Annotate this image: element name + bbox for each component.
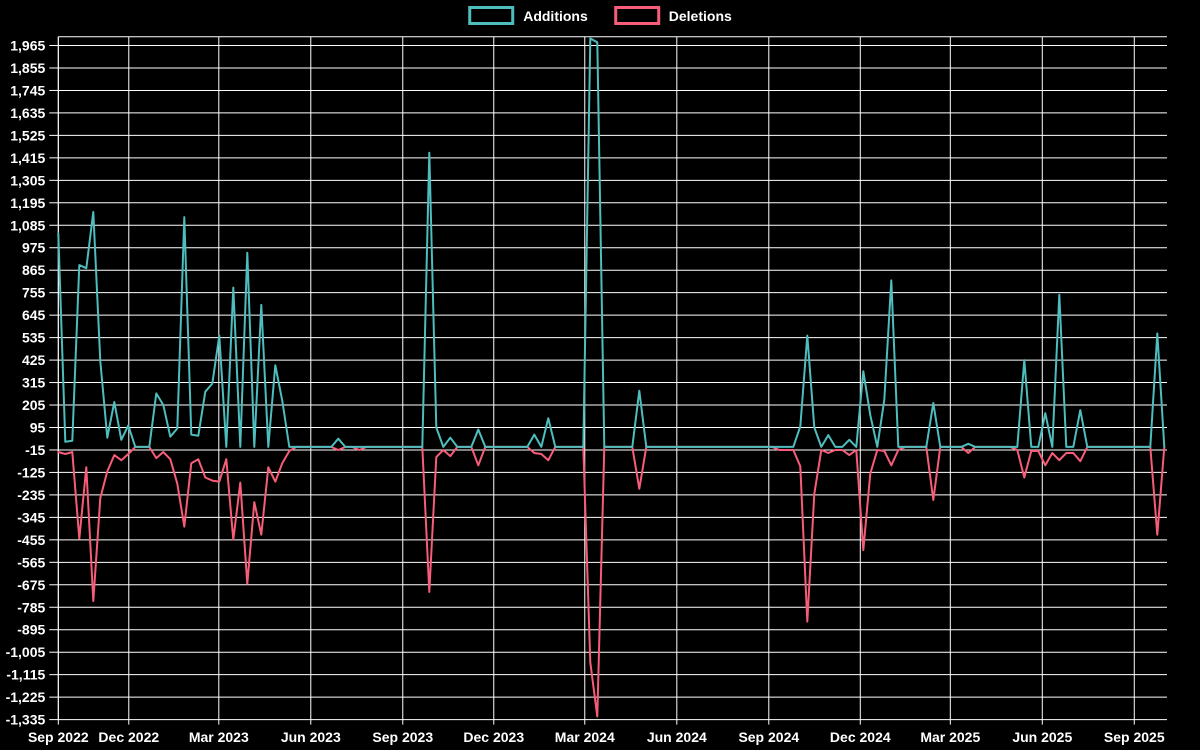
y-tick-label: 645 <box>22 307 46 323</box>
y-tick-label: 975 <box>22 240 46 256</box>
y-tick-label: -455 <box>17 532 45 548</box>
x-tick-label: Dec 2024 <box>830 729 891 745</box>
deletions-line <box>57 445 1166 718</box>
x-tick-label: Jun 2024 <box>647 729 707 745</box>
y-tick-label: 205 <box>22 397 46 413</box>
x-tick-label: Dec 2023 <box>463 729 524 745</box>
y-tick-label: 1,965 <box>10 38 45 54</box>
y-tick-label: -895 <box>17 622 45 638</box>
x-tick-label: Dec 2022 <box>98 729 159 745</box>
y-tick-label: 95 <box>30 419 46 435</box>
deletions-swatch <box>613 6 660 25</box>
y-tick-label: -1,335 <box>6 712 46 728</box>
y-tick-label: 1,195 <box>10 195 45 211</box>
y-tick-label: 425 <box>22 352 46 368</box>
y-tick-label: -785 <box>17 599 45 615</box>
x-tick-label: Sep 2022 <box>28 729 89 745</box>
additions-line <box>57 37 1166 448</box>
y-tick-label: 865 <box>22 262 46 278</box>
x-tick-label: Sep 2023 <box>372 729 433 745</box>
additions-legend-label: Additions <box>523 7 588 24</box>
y-tick-label: 755 <box>22 285 46 301</box>
y-tick-label: 535 <box>22 330 46 346</box>
deletions-legend-label: Deletions <box>668 7 732 24</box>
y-tick-label: -15 <box>25 442 45 458</box>
x-tick-label: Mar 2025 <box>920 729 980 745</box>
x-tick-label: Sep 2025 <box>1104 729 1165 745</box>
y-tick-label: -235 <box>17 487 45 503</box>
y-tick-label: -1,005 <box>6 644 46 660</box>
y-tick-label: 1,635 <box>10 105 45 121</box>
y-tick-label: -565 <box>17 554 45 570</box>
chart-legend: Additions Deletions <box>468 6 732 25</box>
y-tick-label: 1,305 <box>10 172 45 188</box>
legend-item-deletions[interactable]: Deletions <box>613 6 732 25</box>
additions-swatch <box>468 6 515 25</box>
y-tick-label: -675 <box>17 577 45 593</box>
y-tick-label: 1,085 <box>10 217 45 233</box>
x-tick-label: Jun 2023 <box>281 729 341 745</box>
x-tick-label: Jun 2025 <box>1012 729 1072 745</box>
x-tick-label: Sep 2024 <box>738 729 799 745</box>
y-tick-label: -125 <box>17 464 45 480</box>
y-tick-label: -345 <box>17 509 45 525</box>
legend-item-additions[interactable]: Additions <box>468 6 588 25</box>
y-tick-label: 1,745 <box>10 82 45 98</box>
y-tick-label: -1,225 <box>6 689 46 705</box>
y-tick-label: 1,855 <box>10 60 45 76</box>
y-tick-label: 1,415 <box>10 150 45 166</box>
y-tick-label: 1,525 <box>10 127 45 143</box>
x-tick-label: Mar 2024 <box>555 729 615 745</box>
y-tick-label: 315 <box>22 375 46 391</box>
x-tick-label: Mar 2023 <box>189 729 249 745</box>
y-tick-label: -1,115 <box>6 667 45 683</box>
